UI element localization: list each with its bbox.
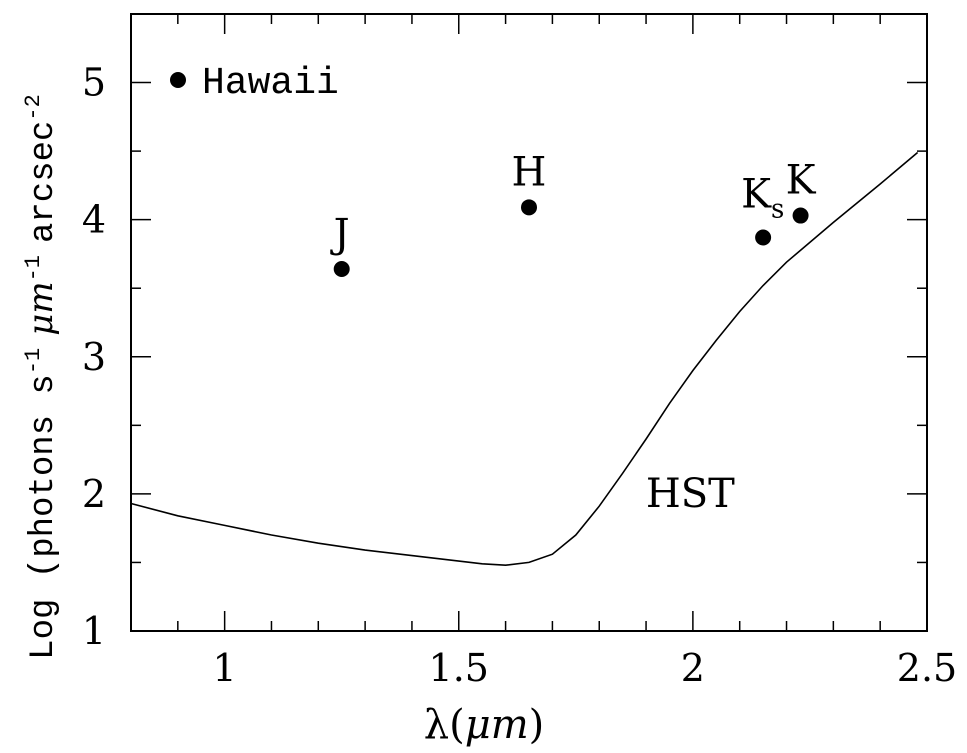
x-axis-label: λ(μm) xyxy=(424,702,545,748)
tick-labels: 1 1.5 2 2.5 1 2 3 4 5 xyxy=(82,61,957,690)
axis-ticks xyxy=(131,14,927,631)
y-axis-label: Log (photons s-1μm-1arcsec-2 xyxy=(21,94,63,660)
y-axis-label-unit: μm xyxy=(21,281,61,335)
y-axis-label-exp2: -1 xyxy=(21,255,46,281)
hst-curve xyxy=(130,151,919,567)
y-tick-label: 2 xyxy=(82,472,106,516)
y-axis-label-exp3: -2 xyxy=(21,94,46,120)
x-tick-label: 1 xyxy=(213,646,237,690)
plot-frame xyxy=(130,13,928,632)
y-tick-label: 4 xyxy=(82,198,106,242)
x-tick-label: 2.5 xyxy=(897,646,957,690)
point-label: H xyxy=(512,149,547,195)
hawaii-point xyxy=(755,229,772,246)
point-label: J xyxy=(330,211,350,257)
hawaii-point xyxy=(521,199,537,216)
point-label: K xyxy=(786,158,817,204)
y-tick-label: 1 xyxy=(82,609,106,653)
y-tick-label: 5 xyxy=(82,61,106,105)
x-axis-label-prefix: λ( xyxy=(424,702,465,748)
point-label: Ks xyxy=(741,171,784,224)
y-axis-label-prefix: Log (photons s xyxy=(25,374,63,660)
y-axis-label-arcsec: arcsec xyxy=(25,121,63,243)
x-tick-label: 1.5 xyxy=(429,646,489,690)
annotations: J H KsK HST xyxy=(330,149,817,517)
y-tick-label: 3 xyxy=(82,335,106,379)
y-axis-label-exp1: -1 xyxy=(21,348,46,374)
hawaii-point xyxy=(792,207,809,224)
legend-label: Hawaii xyxy=(202,62,339,105)
x-axis-label-unit: μm xyxy=(465,702,529,748)
series-layer xyxy=(130,151,919,567)
x-tick-label: 2 xyxy=(681,646,705,690)
legend: Hawaii xyxy=(170,62,339,105)
hst-label: HST xyxy=(646,471,735,517)
hawaii-point xyxy=(333,261,350,278)
legend-marker xyxy=(170,72,186,88)
x-axis-label-suffix: ) xyxy=(529,702,545,748)
